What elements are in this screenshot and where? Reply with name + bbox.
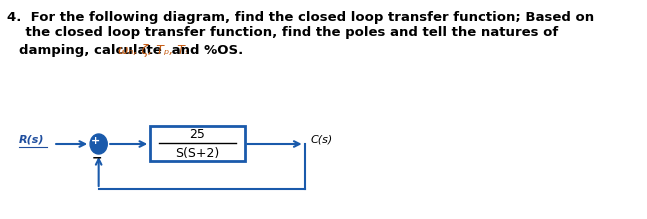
Text: ωₙ, ζ, Tₚ, Tₛ: ωₙ, ζ, Tₚ, Tₛ	[118, 44, 190, 57]
Circle shape	[90, 134, 107, 154]
Text: 4.  For the following diagram, find the closed loop transfer function; Based on: 4. For the following diagram, find the c…	[7, 11, 594, 24]
Text: and %OS.: and %OS.	[168, 44, 243, 57]
Text: damping, calculate: damping, calculate	[19, 44, 166, 57]
Text: S(S+2): S(S+2)	[175, 147, 219, 159]
Text: +: +	[91, 136, 100, 146]
Text: −: −	[92, 152, 102, 164]
Text: C(s): C(s)	[311, 135, 333, 145]
Text: R(s): R(s)	[19, 135, 45, 145]
Text: 25: 25	[190, 129, 205, 141]
FancyBboxPatch shape	[150, 126, 245, 161]
Text: the closed loop transfer function, find the poles and tell the natures of: the closed loop transfer function, find …	[7, 26, 558, 39]
